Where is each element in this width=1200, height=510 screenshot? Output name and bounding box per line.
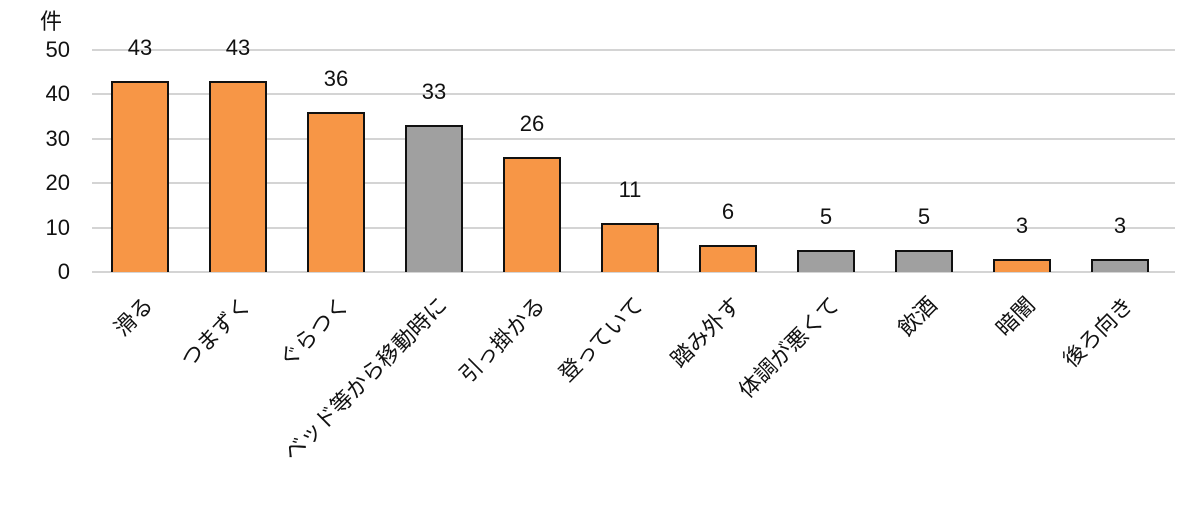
gridline [92,137,1175,140]
bar [307,112,365,272]
data-label: 11 [618,177,642,203]
bar [601,223,659,272]
y-tick-label: 20 [45,170,70,196]
bar [405,125,463,272]
x-tick-label: 滑る [109,292,159,342]
data-label: 3 [1015,212,1029,238]
gridline [92,182,1175,185]
gridline [92,271,1175,273]
y-tick-label: 0 [57,259,70,284]
x-tick-label: 引っ掛かる [455,292,551,389]
data-label: 43 [225,35,251,61]
y-tick-label: 10 [45,214,70,240]
x-tick-label: 踏み外す [666,292,747,373]
data-label: 43 [127,35,153,61]
y-tick-label: 40 [45,81,70,107]
bar [1091,258,1149,272]
x-tick-label: 飲酒 [893,292,943,342]
y-axis-unit-label: 件 [40,10,63,35]
x-tick-label: つまずく [176,292,257,373]
y-tick-label: 50 [45,37,70,62]
gridline [92,49,1175,51]
data-label: 33 [421,79,447,105]
data-label: 26 [519,110,545,136]
bar [797,249,855,272]
bar [503,156,561,272]
data-label: 5 [917,203,931,229]
data-label: 36 [323,66,349,92]
x-tick-label: ベッド等から移動時に [279,292,453,467]
x-tick-label: 暗闇 [991,292,1041,342]
bar [699,245,757,272]
bar [111,81,169,272]
y-tick-label: 30 [45,125,70,151]
x-tick-label: ぐらつく [274,292,355,373]
x-tick-label: 登っていて [554,292,649,388]
bar [993,258,1051,272]
data-label: 6 [721,199,735,225]
gridline [92,93,1175,96]
x-tick-label: 後ろ向き [1058,292,1139,373]
bar [209,81,267,272]
bar [895,249,953,272]
data-label: 5 [819,203,833,229]
data-label: 3 [1113,212,1127,238]
x-tick-label: 体調が悪くて [734,292,845,404]
